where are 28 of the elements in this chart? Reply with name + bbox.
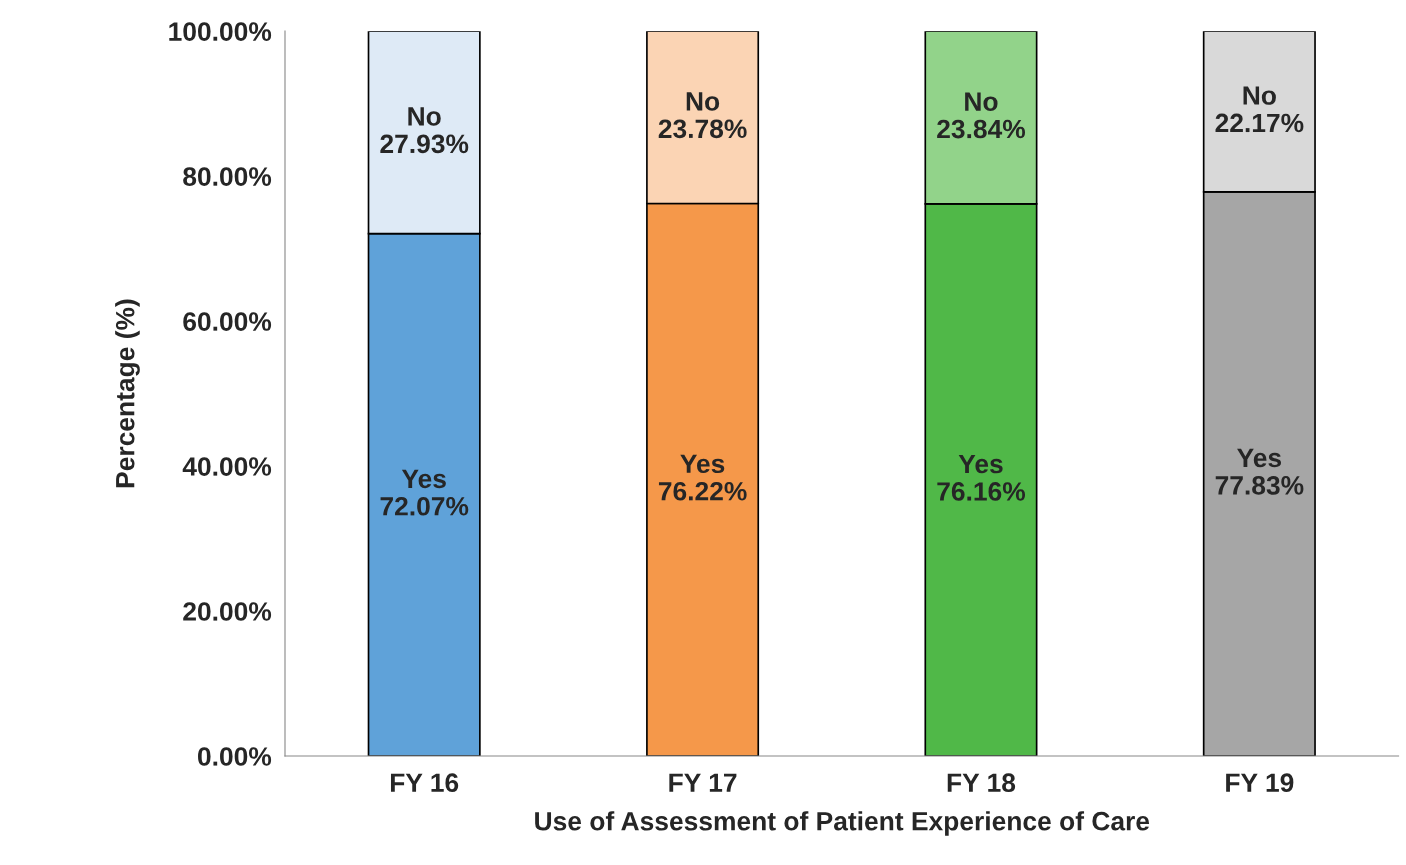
data-label: 27.93% xyxy=(380,134,469,154)
data-label: 22.17% xyxy=(1215,113,1304,133)
text: No xyxy=(408,107,441,126)
data-label: 76.22% xyxy=(658,481,747,501)
x-axis-title: Use of Assessment of Patient Experience of Care xyxy=(535,811,1150,836)
data-label: 77.83% xyxy=(1215,476,1304,495)
series-label: No xyxy=(1243,86,1276,105)
series-label: Yes xyxy=(1237,448,1282,468)
data-label: 72.07% xyxy=(380,496,469,516)
text: Yes xyxy=(680,454,725,474)
y-tick-label: 80.00% xyxy=(183,167,272,186)
text: Yes xyxy=(958,454,1003,474)
y-axis-title: Percentage (%) xyxy=(115,299,140,488)
y-tick-label: 40.00% xyxy=(182,457,272,476)
data-label: 23.78% xyxy=(658,119,747,139)
y-tick-label: 60.00% xyxy=(183,312,272,331)
data-label: 23.84% xyxy=(937,119,1026,139)
x-tick-label: FY 16 xyxy=(390,773,459,793)
y-tick-label: 20.00% xyxy=(183,602,272,621)
x-tick-label: FY 17 xyxy=(669,773,737,792)
x-tick-label: FY 19 xyxy=(1226,773,1294,793)
x-tick-label: FY 18 xyxy=(947,773,1016,793)
text: No xyxy=(965,92,998,111)
text: Yes xyxy=(401,469,446,489)
text: No xyxy=(686,92,720,111)
y-tick-label: 100.00% xyxy=(169,22,272,41)
y-tick-label: 0.00% xyxy=(198,747,272,766)
data-label: 76.16% xyxy=(937,482,1026,501)
